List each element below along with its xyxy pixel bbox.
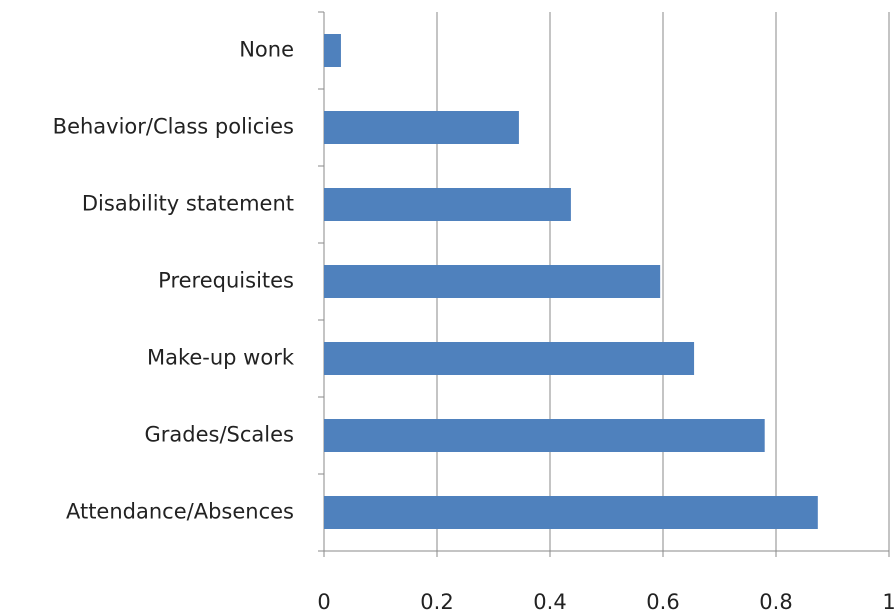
x-tick-label: 1 [882,590,894,614]
x-tick-label: 0.6 [646,590,679,614]
bar [324,34,341,67]
y-tick-label: Behavior/Class policies [53,115,294,139]
bar [324,265,661,298]
x-tick-label: 0.8 [759,590,792,614]
x-tick-label: 0.4 [533,590,566,614]
y-tick-label: Prerequisites [158,269,294,293]
bar [324,419,765,452]
x-tick-label: 0.2 [420,590,453,614]
y-tick-label: Attendance/Absences [66,500,294,524]
bar [324,188,571,221]
x-tick-label: 0 [317,590,330,614]
y-tick-label: Disability statement [82,192,294,216]
y-tick-label: None [239,38,294,62]
y-tick-label: Grades/Scales [145,423,294,447]
bar [324,342,695,375]
y-tick-label: Make-up work [147,346,295,370]
bar [324,111,519,144]
bar [324,496,818,529]
